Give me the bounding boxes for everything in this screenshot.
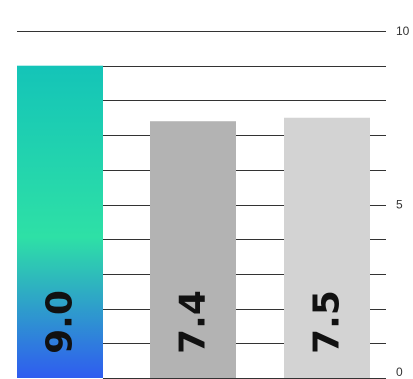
bar-value-label-2: 7.5	[307, 290, 348, 354]
y-tick-label-5: 5	[396, 198, 403, 212]
bar-value-label-0: 9.0	[40, 290, 81, 354]
y-tick-label-0: 0	[396, 365, 403, 379]
bar-2	[284, 117, 370, 378]
bar-value-label-1: 7.4	[173, 290, 214, 354]
y-axis: 0 5 10	[396, 24, 410, 379]
y-tick-label-10: 10	[396, 24, 410, 38]
bars: 9.0 7.4 7.5	[17, 65, 370, 378]
bar-1	[150, 121, 236, 378]
bar-0	[17, 65, 103, 378]
